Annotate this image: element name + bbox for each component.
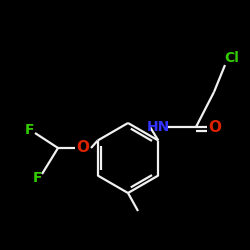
Text: F: F [25, 123, 35, 137]
Text: F: F [33, 171, 43, 185]
Text: Cl: Cl [224, 51, 240, 65]
Text: O: O [76, 140, 90, 156]
Text: O: O [208, 120, 222, 134]
Text: HN: HN [146, 120, 170, 134]
